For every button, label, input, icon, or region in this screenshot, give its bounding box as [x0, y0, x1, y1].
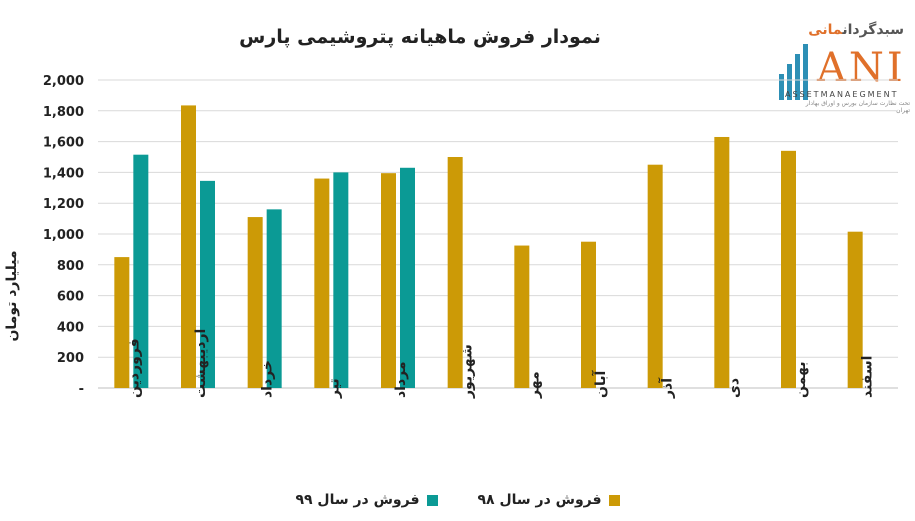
x-tick-label: دی: [726, 378, 742, 398]
x-tick-label: آذر: [658, 377, 676, 399]
legend-label: فروش در سال ۹۹: [295, 492, 420, 508]
y-tick-label: 1,200: [43, 197, 84, 212]
y-tick-label: 1,800: [43, 105, 84, 120]
x-tick-label: اردیبهشت: [193, 329, 209, 398]
x-tick-label: فروردین: [126, 338, 142, 398]
bar-98-7: [581, 241, 596, 388]
y-tick-labels: - 200 400 600 800 1,000 1,200 1,400 1,600 1,800 2,…: [43, 74, 84, 397]
bars: [114, 105, 863, 388]
legend-item-1: فروش در سال ۹۹: [295, 492, 438, 508]
bar-98-1: [181, 105, 196, 388]
logo-persian-text: سبدگردانمانی: [808, 22, 904, 38]
bar-98-8: [647, 164, 663, 388]
bar-98-2: [247, 217, 263, 388]
logo-bars-icon: [779, 44, 819, 100]
bar-99-1: [200, 180, 215, 388]
logo-subtitle: ASSETMANAEGMENT: [785, 90, 899, 99]
y-tick-label: 1,600: [43, 136, 84, 151]
y-tick-label: 1,000: [43, 228, 84, 243]
bar-99-3: [333, 172, 349, 388]
y-tick-label: 1,400: [43, 166, 84, 181]
bar-98-9: [714, 136, 730, 388]
bar-98-0: [114, 257, 130, 388]
y-tick-label: 2,000: [43, 74, 84, 89]
y-tick-label: 600: [57, 290, 84, 305]
x-tick-label: آبان: [591, 370, 609, 398]
x-tick-label: خرداد: [260, 360, 276, 398]
chart-title: نمودار فروش ماهیانه پتروشیمی پارس: [239, 26, 601, 48]
x-tick-label: اسفند: [860, 356, 876, 398]
x-tick-labels: فروردین اردیبهشت خرداد تیر مرداد شهریور مهر آبا…: [126, 329, 875, 399]
bar-98-4: [381, 173, 396, 388]
logo-tagline: تحت نظارت سازمان بورس و اوراق بهادار تهر…: [805, 100, 910, 114]
legend: فروش در سال ۹۸ فروش در سال ۹۹: [0, 488, 915, 512]
legend-label: فروش در سال ۹۸: [477, 492, 602, 508]
x-tick-label: بهمن: [793, 362, 809, 398]
logo-letters: ANI: [817, 45, 906, 91]
bar-98-6: [514, 245, 530, 388]
y-tick-label: 800: [57, 259, 84, 274]
y-tick-label: 400: [57, 320, 84, 335]
bar-98-10: [781, 150, 796, 388]
bar-99-4: [400, 167, 415, 388]
bar-98-11: [847, 231, 863, 388]
x-tick-label: تیر: [326, 378, 342, 399]
bar-98-3: [314, 178, 330, 388]
legend-item-0: فروش در سال ۹۸: [478, 492, 620, 508]
x-tick-label: شهریور: [460, 344, 476, 399]
grid-lines: [98, 79, 898, 389]
y-tick-label: -: [79, 382, 84, 397]
x-tick-label: مرداد: [393, 361, 409, 398]
y-tick-label: 200: [57, 351, 84, 366]
bar-98-5: [447, 157, 463, 388]
company-logo: سبدگردانمانی ANI ASSETMANAEGMENT تحت نظا…: [775, 18, 910, 114]
bar-99-2: [266, 209, 282, 388]
bar-99-0: [133, 154, 149, 388]
legend-swatch: [426, 494, 438, 506]
x-tick-label: مهر: [526, 371, 542, 399]
legend-swatch: [608, 494, 620, 506]
